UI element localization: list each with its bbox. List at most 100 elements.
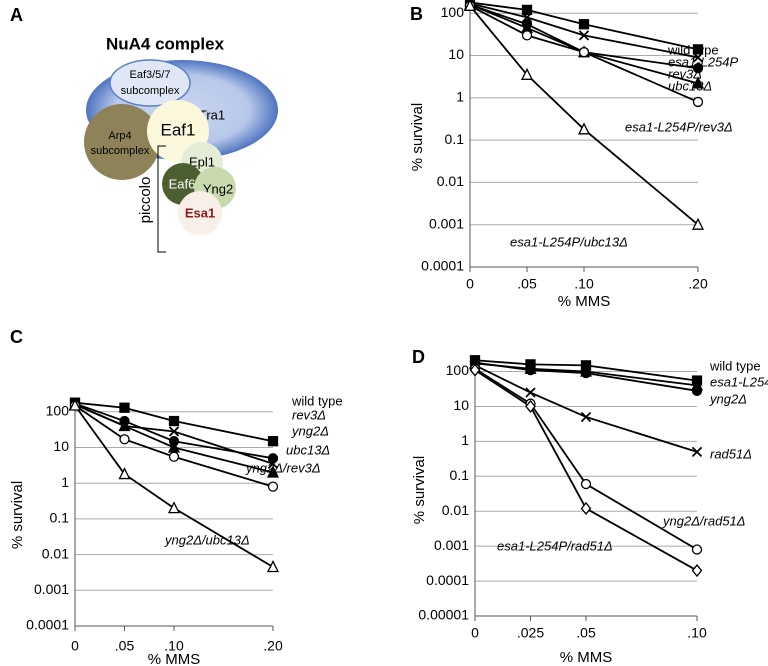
y-tick-label: 0.00001 [418, 607, 469, 623]
x-tick-label: .20 [263, 638, 283, 654]
marker [692, 44, 704, 55]
marker [266, 560, 280, 573]
marker [578, 30, 590, 41]
legend-label: yng2Δ [709, 391, 747, 406]
x-tick-label: 0 [471, 625, 479, 641]
panel-label: D [412, 347, 425, 367]
series-line [469, 2, 699, 59]
series-line [469, 5, 699, 226]
marker [691, 446, 703, 458]
marker [692, 96, 704, 108]
x-tick-label: .025 [517, 625, 544, 641]
y-tick-label: 1 [456, 89, 464, 105]
marker [691, 76, 705, 89]
legend-label: wild type [291, 393, 343, 408]
marker [692, 52, 704, 63]
legend-label: esa1-L254P [710, 374, 768, 389]
eaf3-shape [109, 59, 191, 107]
marker [119, 434, 130, 445]
series-line [474, 364, 698, 453]
y-tick-label: 1 [61, 474, 69, 490]
legend-label: yng2Δ/ubc13Δ [164, 532, 250, 547]
y-tick-label: 0.1 [450, 467, 470, 483]
marker [525, 387, 536, 398]
series-line [474, 367, 698, 551]
node-label: subcomplex [121, 85, 180, 97]
legend-label: rev3Δ [668, 66, 702, 81]
y-tick-label: 0.1 [50, 510, 70, 526]
node-label: Yng2 [203, 181, 233, 196]
y-tick-label: 0.01 [42, 545, 69, 561]
marker [692, 63, 704, 74]
legend-label: wild type [709, 358, 761, 373]
marker [525, 399, 536, 413]
marker [580, 411, 592, 423]
panel-label: A [10, 5, 23, 25]
legend-label: ubc13Δ [286, 442, 330, 457]
series-line [74, 404, 274, 488]
marker [167, 501, 181, 514]
marker [521, 30, 533, 41]
legend-label: yng2Δ/rad51Δ [662, 513, 746, 528]
x-tick-label: 0 [71, 638, 79, 654]
marker [691, 544, 703, 555]
diagram: A NuA4 complex Tra1 Eaf3/5/7 subcomplex … [10, 5, 278, 253]
marker [524, 361, 537, 374]
marker [267, 458, 279, 469]
x-tick-label: .10 [574, 276, 594, 292]
y-tick-label: 10 [53, 438, 69, 454]
marker [690, 378, 704, 391]
y-tick-label: 0.0001 [421, 258, 464, 274]
x-tick-label: .05 [576, 625, 596, 641]
legend-label: ubc13Δ [668, 78, 712, 93]
y-tick-label: 0.0001 [426, 572, 469, 588]
x-tick-label: .05 [115, 638, 135, 654]
marker [168, 451, 180, 462]
marker [578, 19, 590, 30]
legend-label: esa1-L254P/ubc13Δ [510, 234, 628, 249]
y-tick-label: 0.1 [445, 131, 465, 147]
marker [68, 398, 82, 411]
x-axis-title: % MMS [560, 649, 613, 666]
marker [580, 501, 592, 515]
marker [267, 436, 279, 447]
node-label: Esa1 [185, 205, 215, 220]
series-line [469, 3, 699, 85]
marker [118, 419, 131, 432]
y-tick-label: 0.001 [434, 537, 469, 553]
series-line [469, 1, 699, 51]
marker [463, 0, 477, 11]
series-line [474, 369, 698, 572]
bracket [157, 145, 166, 253]
y-tick-label: 100 [446, 362, 470, 378]
series-line [474, 362, 698, 387]
x-tick-label: .10 [687, 625, 707, 641]
y-tick-label: 10 [448, 46, 464, 62]
marker [119, 402, 130, 413]
y-tick-label: 1 [461, 432, 469, 448]
y-tick-label: 0.001 [429, 215, 464, 231]
series-line [74, 404, 274, 568]
series-line [474, 359, 698, 382]
bracket-label: piccolo [137, 177, 154, 224]
series-line [74, 402, 274, 460]
x-tick-label: 0 [466, 276, 474, 292]
node-label: Eaf1 [161, 120, 196, 139]
arp4-shape [84, 104, 160, 180]
marker [520, 67, 534, 80]
legend-label: yng2Δ/rev3Δ [245, 460, 321, 475]
node-label: Arp4 [108, 130, 131, 142]
node-label: Eaf3/5/7 [130, 69, 171, 81]
panel-label: B [410, 4, 423, 24]
x-tick-label: .05 [517, 276, 537, 292]
diagram-title: NuA4 complex [106, 34, 225, 53]
series-line [74, 403, 274, 474]
marker [469, 363, 481, 377]
marker [578, 47, 590, 58]
series-line [469, 3, 699, 70]
y-axis-title: % survival [409, 103, 426, 171]
marker [267, 481, 279, 492]
